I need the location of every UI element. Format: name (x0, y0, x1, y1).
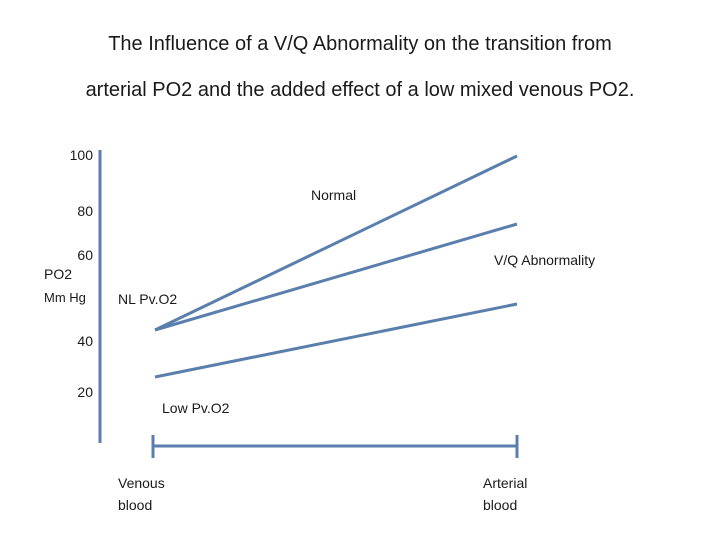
y-axis-label-po2: PO2 (44, 266, 73, 282)
title-line-1: The Influence of a V/Q Abnormality on th… (108, 33, 612, 55)
y-axis-label-unit: Mm Hg (44, 290, 86, 305)
tick-20: 20 (77, 384, 93, 400)
arterial-blood-label-1: Arterial (483, 475, 528, 491)
arterial-blood-label-2: blood (483, 497, 518, 513)
nl-pvo2-label: NL Pv.O2 (118, 291, 178, 307)
normal-label: Normal (311, 187, 357, 203)
title-line-2: arterial PO2 and the added effect of a l… (85, 79, 635, 101)
normal-line (154, 154, 518, 332)
venous-blood-label-1: Venous (118, 475, 165, 491)
vq-abnormality-label: V/Q Abnormality (494, 252, 596, 268)
tick-60: 60 (77, 247, 93, 263)
tick-80: 80 (77, 203, 93, 219)
low-pvo2-label: Low Pv.O2 (162, 400, 230, 416)
low-pvo2-line (154, 302, 518, 379)
vq-abnormality-line (154, 222, 518, 332)
tick-40: 40 (77, 333, 93, 349)
tick-100: 100 (69, 147, 93, 163)
venous-blood-label-2: blood (118, 497, 153, 513)
